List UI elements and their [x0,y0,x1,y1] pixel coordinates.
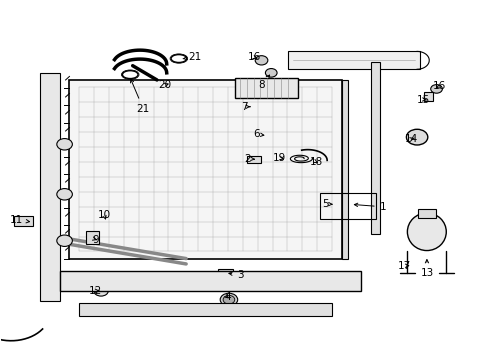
Text: 7: 7 [240,102,249,112]
Text: 4: 4 [224,292,230,302]
Circle shape [430,85,442,93]
Text: 14: 14 [404,134,417,144]
Circle shape [57,235,72,247]
Text: 16: 16 [247,53,261,63]
Text: 21: 21 [130,79,149,113]
Text: 19: 19 [272,153,285,163]
Text: 16: 16 [432,81,446,91]
Bar [14,216,33,226]
Circle shape [57,189,72,200]
Bar [217,269,233,276]
Circle shape [57,139,72,150]
Bar [287,51,419,69]
Text: 10: 10 [98,210,111,220]
Bar [79,303,331,316]
Circle shape [406,129,427,145]
Text: 11: 11 [10,215,29,225]
Text: 2: 2 [244,154,254,163]
Text: 15: 15 [416,95,429,105]
Bar [417,208,435,217]
Circle shape [325,199,338,209]
Text: 8: 8 [258,75,269,90]
Bar [424,93,432,102]
Text: 21: 21 [183,52,202,62]
Circle shape [255,56,267,65]
Circle shape [220,293,237,306]
Bar [234,78,297,98]
Bar [319,193,375,219]
Text: 9: 9 [92,235,99,245]
Ellipse shape [407,213,446,251]
Circle shape [255,129,272,142]
Bar [370,62,379,234]
Text: 17: 17 [397,261,410,271]
Text: 13: 13 [420,260,433,278]
Text: 12: 12 [89,286,102,296]
Text: 1: 1 [354,202,386,212]
Text: 3: 3 [228,270,244,280]
Bar [341,80,347,258]
Text: 18: 18 [309,157,323,167]
Bar [40,73,60,301]
Circle shape [223,296,234,304]
Circle shape [94,285,108,296]
Text: 20: 20 [158,80,171,90]
Bar [60,271,361,291]
Circle shape [265,68,277,77]
Bar [69,80,341,258]
Text: 5: 5 [322,199,331,209]
Bar [86,231,99,244]
Bar [246,157,260,163]
Text: 6: 6 [253,129,264,139]
